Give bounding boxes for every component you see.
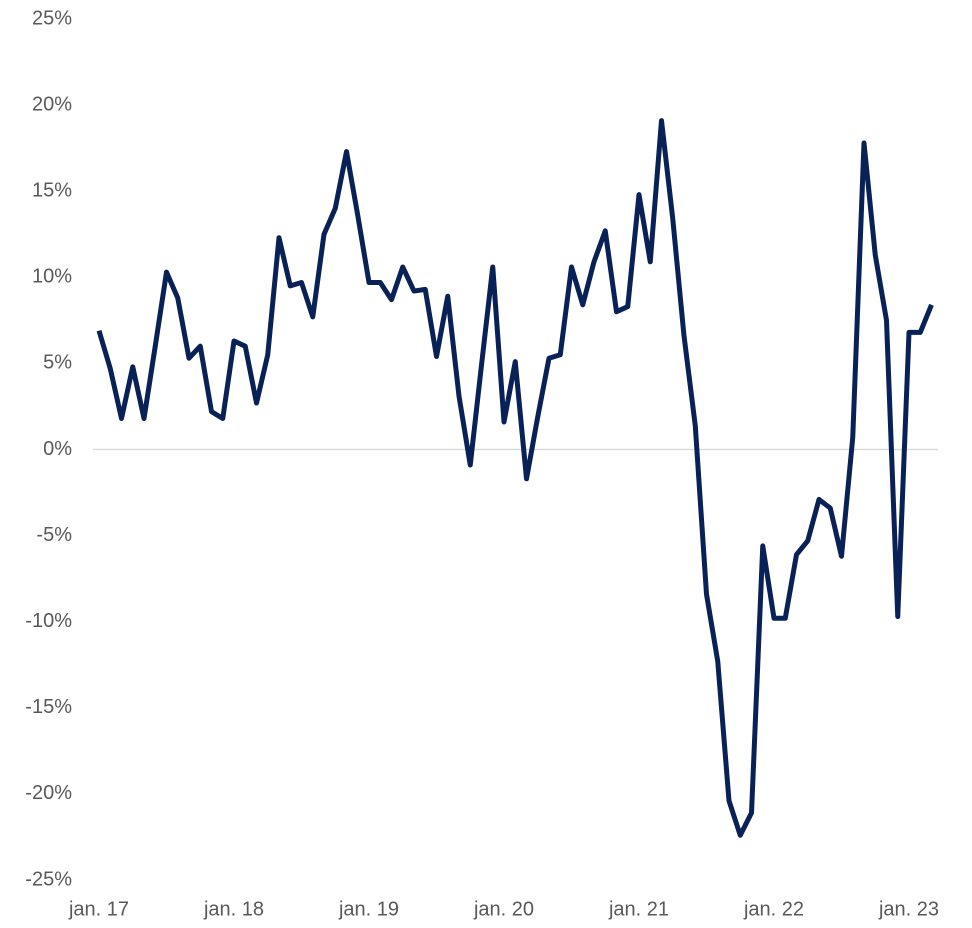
y-tick-label: 0% xyxy=(43,438,72,460)
y-tick-label: 15% xyxy=(32,179,72,201)
x-tick-label: jan. 19 xyxy=(338,898,399,920)
x-tick-label: jan. 18 xyxy=(203,898,264,920)
x-tick-label: jan. 20 xyxy=(473,898,534,920)
x-tick-label: jan. 22 xyxy=(743,898,804,920)
y-tick-label: 5% xyxy=(43,352,72,374)
y-tick-label: -20% xyxy=(25,782,72,804)
y-tick-label: 25% xyxy=(32,7,72,29)
y-tick-label: 10% xyxy=(32,266,72,288)
x-tick-label: jan. 21 xyxy=(608,898,669,920)
line-series xyxy=(96,118,934,838)
y-tick-label: -5% xyxy=(36,524,72,546)
y-tick-label: -15% xyxy=(25,696,72,718)
x-tick-label: jan. 17 xyxy=(68,898,129,920)
x-tick-label: jan. 23 xyxy=(878,898,939,920)
y-tick-label: -25% xyxy=(25,868,72,890)
y-tick-label: -10% xyxy=(25,610,72,632)
y-tick-label: 20% xyxy=(32,93,72,115)
